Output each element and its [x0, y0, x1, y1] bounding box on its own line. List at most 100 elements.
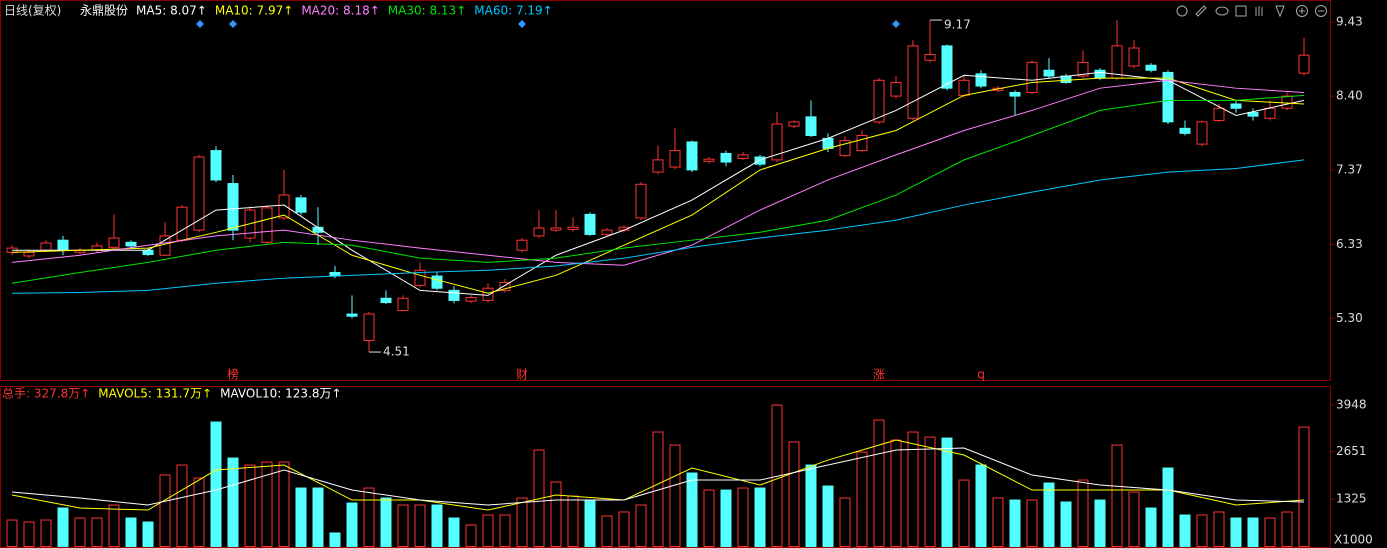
candle-body — [23, 251, 35, 257]
candle-body — [720, 152, 732, 163]
volume-bar — [142, 521, 154, 548]
candle-body — [431, 275, 443, 289]
volume-bar — [652, 431, 664, 548]
volume-bar — [618, 511, 630, 547]
volume-bar — [312, 487, 324, 547]
event-diamond — [229, 20, 237, 28]
volume-bar — [584, 499, 596, 547]
candle-body — [771, 123, 783, 161]
candle-body — [1264, 107, 1276, 119]
zoom-out-icon[interactable] — [1315, 5, 1327, 17]
volume-bar — [1196, 514, 1208, 547]
candle-body — [278, 194, 290, 219]
volume-bar — [125, 517, 137, 548]
candle-body — [839, 140, 851, 157]
view-icon[interactable] — [1215, 6, 1229, 16]
volume-bar — [839, 497, 851, 547]
legend-entry: MA20: 8.18↑ — [301, 4, 379, 18]
candle-body — [635, 183, 647, 219]
volume-bar — [1145, 507, 1157, 547]
volume-bar — [1009, 499, 1021, 547]
candle-body — [261, 207, 273, 243]
candle-body — [1281, 95, 1293, 109]
volume-bar — [414, 504, 426, 547]
volume-bar — [1128, 491, 1140, 548]
draw-icon[interactable] — [1195, 5, 1207, 17]
ma-line — [11, 159, 1305, 294]
hand-icon[interactable] — [1255, 6, 1263, 16]
volume-bar — [159, 474, 171, 547]
candle-body — [805, 116, 817, 137]
event-markers — [196, 20, 900, 28]
volume-bar — [278, 461, 290, 548]
candle-body — [737, 154, 749, 159]
candle-body — [210, 150, 222, 181]
annotation: 榜 — [227, 367, 239, 382]
candle-body — [1026, 61, 1038, 93]
candle-body — [108, 237, 120, 248]
zoom-in-icon[interactable] — [1296, 5, 1308, 17]
volume-bar — [1162, 467, 1174, 547]
candle-body — [890, 81, 902, 97]
volume-bar — [465, 524, 477, 547]
y-tick-label: 8.40 — [1336, 89, 1363, 103]
y-tick-label: 5.30 — [1336, 311, 1363, 325]
event-diamond — [892, 20, 900, 28]
annotation: 财 — [516, 368, 528, 382]
volume-bar — [856, 451, 868, 548]
candle-body — [1111, 45, 1123, 79]
y-tick-label: 9.43 — [1336, 15, 1363, 29]
candle-body — [669, 150, 681, 168]
volume-bar — [363, 487, 375, 547]
candle-body — [159, 235, 171, 256]
candle-body — [1128, 47, 1140, 67]
candle-body — [567, 226, 579, 230]
candle-body — [1043, 69, 1055, 77]
candle-body — [40, 242, 52, 251]
volume-axis-label: X1000 — [1334, 533, 1373, 547]
legend-entry: MA5: 8.07↑ — [136, 4, 207, 18]
toolbar[interactable] — [1176, 5, 1327, 18]
volume-bar — [1264, 517, 1276, 548]
candle-body — [975, 73, 987, 87]
volume-bar — [1213, 511, 1225, 547]
ma-line — [11, 79, 1305, 266]
candle-body — [1230, 103, 1242, 109]
candle-body — [533, 227, 545, 237]
candle-body — [1247, 112, 1259, 117]
event-diamond — [196, 20, 204, 28]
volume-bar — [1247, 517, 1259, 548]
volume-bar — [992, 497, 1004, 547]
candle-body — [227, 183, 239, 231]
candle-body — [941, 45, 953, 89]
volume-bar — [907, 431, 919, 548]
pen-icon[interactable] — [1275, 5, 1285, 18]
candle-body — [1162, 71, 1174, 123]
candle-body — [856, 135, 868, 152]
volume-bar — [193, 477, 205, 547]
volume-bar — [788, 441, 800, 548]
candle-body — [125, 241, 137, 247]
y-tick-label: 3948 — [1336, 398, 1367, 412]
candle-body — [465, 297, 477, 302]
volume-bar — [890, 439, 902, 548]
volume-bar — [244, 464, 256, 547]
volume-bar — [958, 479, 970, 547]
candle-body — [1196, 121, 1208, 145]
volume-bar — [686, 472, 698, 547]
candle-body — [924, 53, 936, 61]
candle-body — [482, 287, 494, 301]
legend-entry: MA60: 7.19↑ — [474, 4, 552, 18]
ma-line — [11, 439, 1305, 511]
volume-bar — [431, 504, 443, 547]
candle-body — [652, 159, 664, 173]
y-tick-label: 6.33 — [1336, 237, 1363, 251]
volume-bar — [295, 487, 307, 547]
candle-body — [193, 156, 205, 231]
candle-body — [295, 197, 307, 213]
candle-body — [873, 79, 885, 123]
volume-bar — [329, 532, 341, 548]
box-icon[interactable] — [1235, 5, 1247, 17]
settings-icon[interactable] — [1176, 5, 1188, 17]
ma-line — [11, 447, 1305, 506]
